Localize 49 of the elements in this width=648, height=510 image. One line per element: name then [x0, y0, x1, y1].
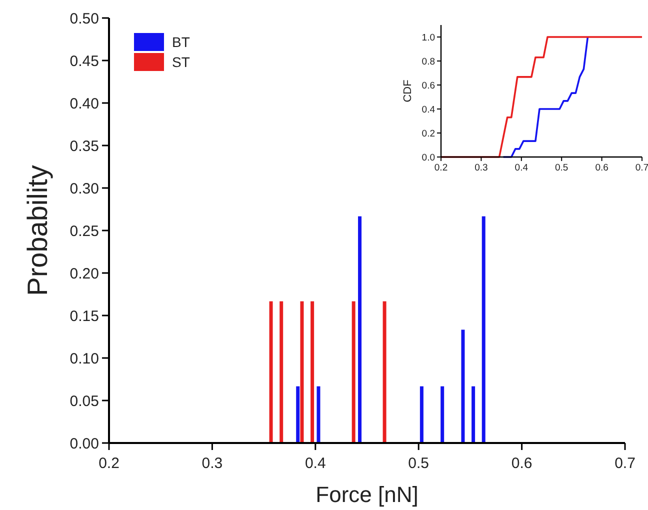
y-tick-label: 1.0	[422, 32, 435, 44]
bar	[482, 216, 486, 443]
y-tick-label: 0.20	[70, 265, 99, 282]
y-tick-label: 0.45	[70, 52, 99, 70]
y-tick-label: 0.8	[422, 56, 435, 68]
x-tick-label: 0.7	[614, 455, 636, 472]
x-tick-label: 0.3	[474, 162, 488, 174]
bar	[316, 386, 320, 443]
bar	[280, 301, 284, 443]
bar	[472, 386, 476, 443]
bar	[382, 301, 386, 443]
y-axis-title: CDF	[402, 79, 414, 102]
bar	[461, 330, 465, 443]
y-tick-label: 0.00	[70, 435, 99, 452]
x-tick-label: 0.2	[98, 455, 120, 472]
y-tick-label: 0.6	[422, 80, 435, 92]
line-series	[502, 36, 589, 158]
x-tick-label: 0.2	[434, 162, 448, 174]
x-tick-label: 0.7	[635, 162, 648, 174]
bar	[420, 386, 424, 443]
x-tick-label: 0.3	[202, 455, 223, 472]
y-tick-label: 0.0	[422, 152, 435, 164]
bar	[310, 301, 314, 443]
legend-label: BT	[172, 34, 190, 50]
y-tick-label: 0.25	[70, 222, 99, 240]
bar	[358, 216, 362, 443]
x-tick-label: 0.6	[511, 455, 532, 472]
y-axis-title: Probability	[22, 165, 53, 296]
legend-label: ST	[172, 54, 190, 70]
bar	[440, 386, 444, 443]
y-tick-label: 0.15	[70, 308, 99, 325]
y-tick-label: 0.05	[70, 392, 99, 410]
bar	[352, 301, 356, 443]
bar	[269, 301, 273, 443]
y-tick-label: 0.35	[70, 138, 99, 155]
y-tick-label: 0.4	[422, 104, 435, 116]
bar	[296, 386, 300, 443]
x-tick-label: 0.4	[304, 455, 326, 472]
y-tick-label: 0.30	[70, 180, 99, 198]
x-tick-label: 0.5	[408, 455, 430, 472]
x-tick-label: 0.4	[514, 162, 528, 174]
y-tick-label: 0.10	[70, 350, 99, 368]
y-tick-label: 0.40	[70, 95, 99, 112]
x-axis-title: Force [nN]	[316, 482, 418, 507]
y-tick-label: 0.50	[70, 10, 99, 28]
y-tick-label: 0.2	[422, 128, 435, 140]
x-tick-label: 0.5	[554, 162, 568, 174]
bar	[300, 301, 304, 443]
x-tick-label: 0.6	[595, 162, 608, 174]
